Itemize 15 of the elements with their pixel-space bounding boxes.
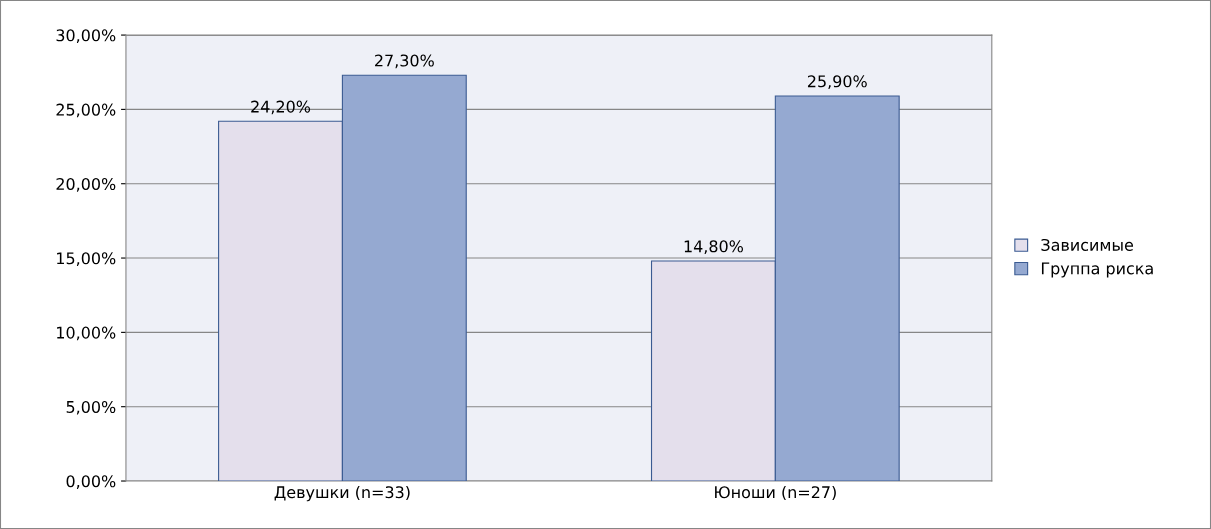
x-tick-label: Юноши (n=27) [715, 485, 836, 501]
data-label: 25,90% [807, 75, 867, 89]
y-tick-label: 30,00% [56, 29, 116, 43]
y-tick-label: 25,00% [56, 103, 116, 118]
legend-label: Зависимые [1041, 238, 1134, 251]
y-tick-label: 20,00% [56, 177, 116, 192]
data-label: 24,20% [251, 100, 311, 115]
y-tick-label: 10,00% [57, 326, 116, 341]
legend-label: Группа риска [1041, 262, 1153, 278]
data-label: 27,30% [375, 54, 434, 69]
x-tick-label: Девушки (n=33) [274, 485, 410, 502]
y-tick-label: 15,00% [57, 252, 116, 266]
y-tick-label: 0,00% [66, 475, 116, 489]
data-label: 14,80% [684, 240, 743, 254]
y-tick-label: 5,00% [66, 400, 116, 415]
